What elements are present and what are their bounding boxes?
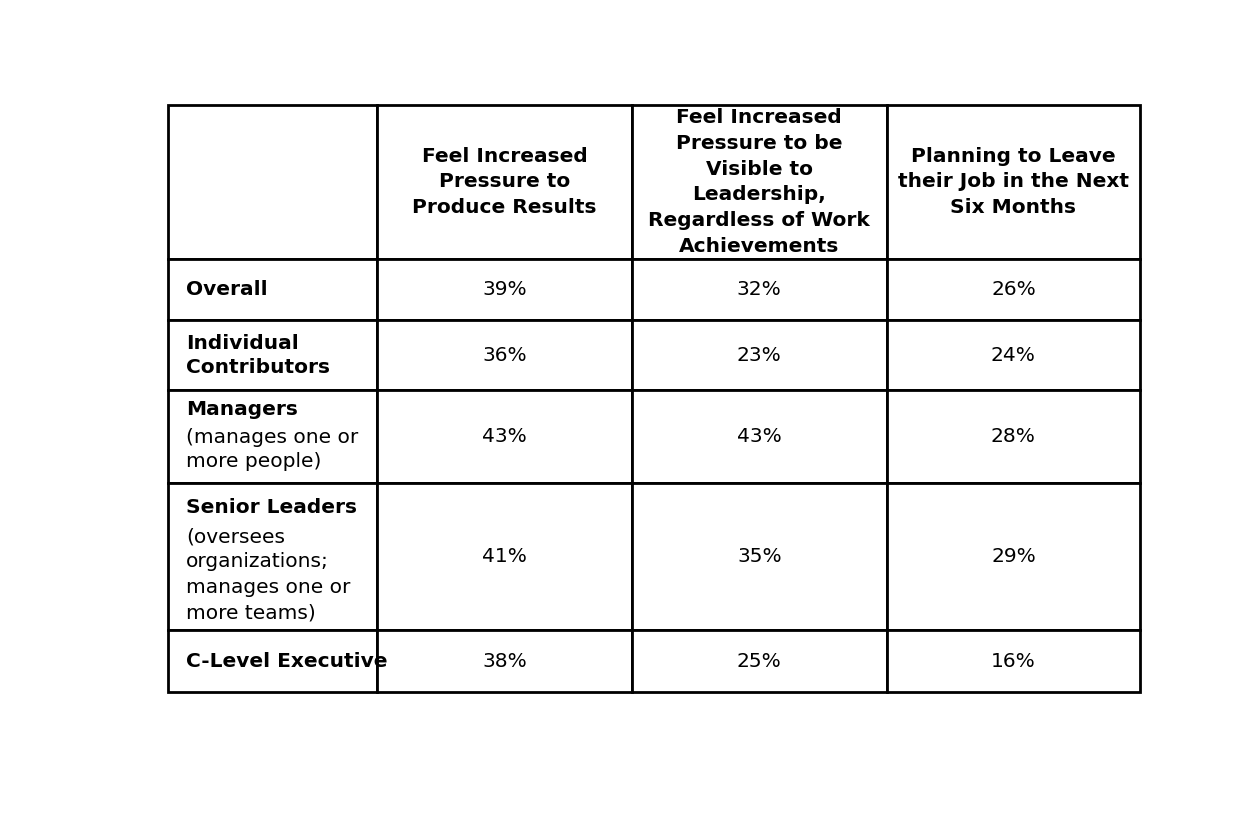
- Bar: [632, 320, 887, 391]
- Text: 41%: 41%: [483, 547, 527, 567]
- Bar: [377, 630, 632, 692]
- Bar: [632, 259, 887, 320]
- Text: 38%: 38%: [483, 652, 527, 671]
- Text: Planning to Leave
their Job in the Next
Six Months: Planning to Leave their Job in the Next …: [898, 147, 1129, 217]
- Text: (manages one or: (manages one or: [186, 427, 359, 447]
- Bar: [168, 391, 377, 484]
- Text: (oversees: (oversees: [186, 527, 285, 546]
- Bar: [632, 105, 887, 259]
- Bar: [887, 320, 1140, 391]
- Bar: [887, 105, 1140, 259]
- Text: Feel Increased
Pressure to be
Visible to
Leadership,
Regardless of Work
Achievem: Feel Increased Pressure to be Visible to…: [648, 108, 870, 256]
- Text: 43%: 43%: [483, 427, 527, 446]
- Text: 43%: 43%: [737, 427, 781, 446]
- Text: Managers: Managers: [186, 400, 297, 418]
- Text: 36%: 36%: [483, 346, 527, 365]
- Bar: [632, 630, 887, 692]
- Bar: [887, 259, 1140, 320]
- Bar: [168, 630, 377, 692]
- Text: Individual
Contributors: Individual Contributors: [186, 334, 330, 377]
- Text: 23%: 23%: [737, 346, 781, 365]
- Bar: [377, 320, 632, 391]
- Text: Overall: Overall: [186, 280, 267, 299]
- Text: 24%: 24%: [991, 346, 1036, 365]
- Text: C-Level Executive: C-Level Executive: [186, 652, 387, 671]
- Bar: [887, 484, 1140, 630]
- Bar: [887, 391, 1140, 484]
- Text: more people): more people): [186, 452, 321, 471]
- Text: 28%: 28%: [991, 427, 1036, 446]
- Bar: [632, 391, 887, 484]
- Bar: [377, 105, 632, 259]
- Bar: [168, 484, 377, 630]
- Text: Senior Leaders: Senior Leaders: [186, 498, 357, 517]
- Text: 35%: 35%: [737, 547, 781, 567]
- Bar: [632, 484, 887, 630]
- Bar: [377, 259, 632, 320]
- Text: Feel Increased
Pressure to
Produce Results: Feel Increased Pressure to Produce Resul…: [413, 147, 597, 217]
- Text: 26%: 26%: [991, 280, 1036, 299]
- Text: more teams): more teams): [186, 603, 316, 622]
- Text: 16%: 16%: [991, 652, 1036, 671]
- Text: 25%: 25%: [737, 652, 781, 671]
- Bar: [168, 105, 377, 259]
- Text: 29%: 29%: [991, 547, 1036, 567]
- Bar: [887, 630, 1140, 692]
- Bar: [168, 259, 377, 320]
- Bar: [377, 391, 632, 484]
- Bar: [168, 320, 377, 391]
- Text: organizations;: organizations;: [186, 553, 329, 571]
- Text: manages one or: manages one or: [186, 578, 350, 597]
- Text: 32%: 32%: [737, 280, 781, 299]
- Bar: [377, 484, 632, 630]
- Text: 39%: 39%: [483, 280, 527, 299]
